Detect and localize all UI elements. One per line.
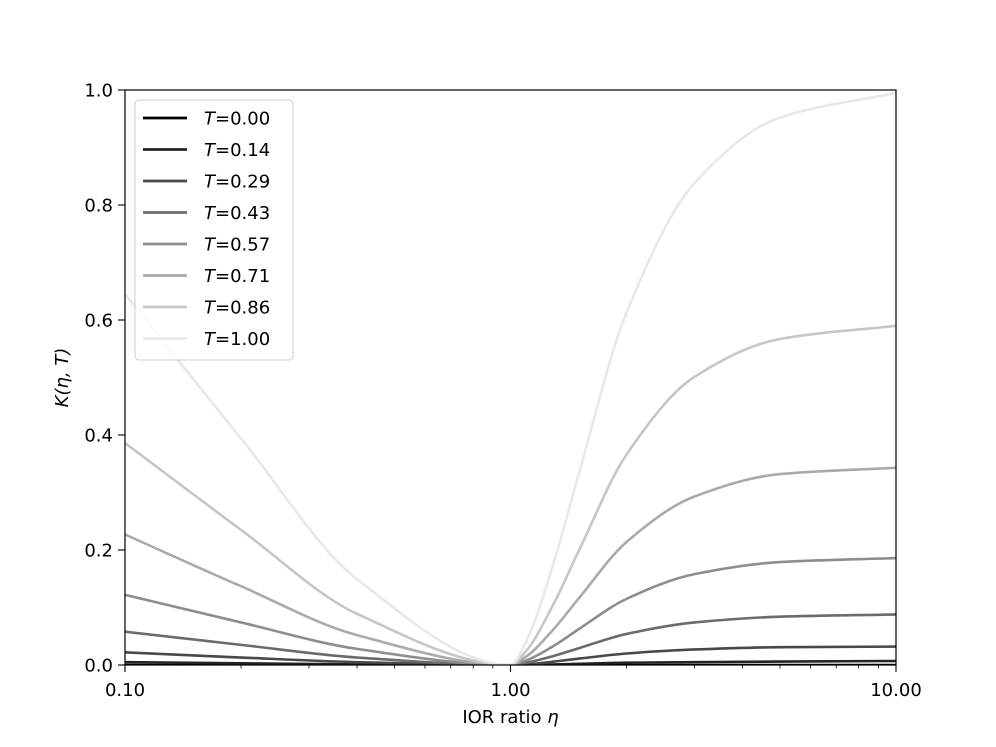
legend-entry-label: T=0.86 (204, 298, 270, 319)
y-tick-label: 0.6 (84, 311, 113, 332)
y-axis-label: K(η, T) (52, 348, 73, 408)
x-axis: 0.10 1.00 10.00 (105, 665, 922, 701)
x-tick-label: 10.00 (870, 680, 922, 701)
x-tick-label: 1.00 (490, 680, 530, 701)
series-line-t-0-71 (125, 466, 896, 665)
legend: T=0.00 T=0.14 T=0.29 T=0.43 T=0.57 T=0.71 T=0.… (134, 99, 294, 361)
series-line-t-0-43 (125, 613, 896, 665)
series-line-t-0-57 (125, 556, 896, 665)
y-tick-label: 0.4 (84, 426, 113, 447)
legend-box (134, 99, 294, 361)
y-tick-label: 0.8 (84, 196, 113, 217)
series-layer (125, 91, 896, 665)
y-tick-label: 0.2 (84, 541, 113, 562)
x-tick-label: 0.10 (105, 680, 145, 701)
legend-entry-label: T=0.29 (204, 172, 270, 193)
legend-entry-label: T=0.00 (204, 109, 270, 130)
legend-entry-label: T=1.00 (204, 329, 270, 350)
legend-entry-label: T=0.14 (204, 140, 270, 161)
y-tick-label: 1.0 (84, 81, 113, 102)
y-tick-label: 0.0 (84, 656, 113, 677)
series-line-t-0-29 (125, 645, 896, 665)
legend-entry-label: T=0.71 (204, 266, 270, 287)
legend-entry-label: T=0.43 (204, 203, 270, 224)
legend-entry-label: T=0.57 (204, 235, 270, 256)
series-line-t-1-00 (125, 91, 896, 665)
x-axis-label: IOR ratio η (462, 707, 558, 728)
series-line-t-0-86 (125, 324, 896, 665)
y-axis: 0.0 0.2 0.4 0.6 0.8 1.0 (84, 81, 125, 677)
